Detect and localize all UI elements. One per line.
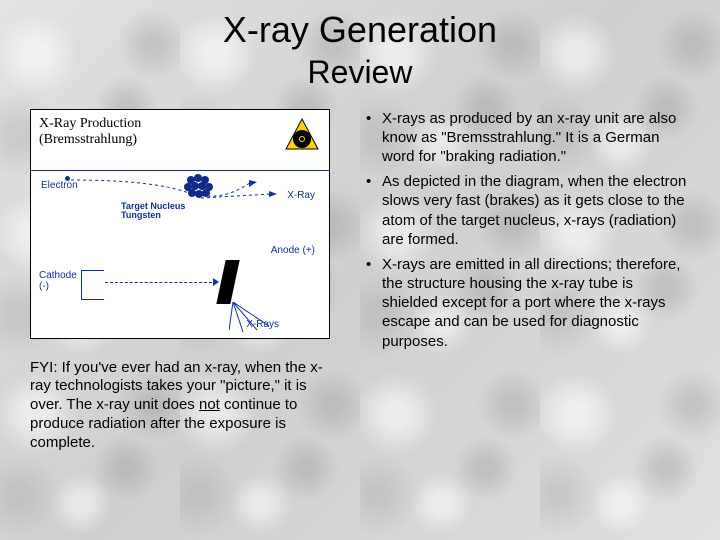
list-item: X-rays are emitted in all directions; th… bbox=[364, 255, 690, 351]
beam-arrow-icon bbox=[213, 278, 219, 286]
cathode-label: Cathode (-) bbox=[39, 270, 77, 292]
nucleus-label-line2: Tungsten bbox=[121, 210, 161, 220]
page-title: X-ray Generation bbox=[30, 10, 690, 50]
anode-label: Anode (+) bbox=[271, 245, 315, 256]
list-item: As depicted in the diagram, when the ele… bbox=[364, 172, 690, 249]
diagram-heading-line2: (Bremsstrahlung) bbox=[39, 132, 137, 147]
diagram-heading-line1: X-Ray Production bbox=[39, 116, 141, 131]
list-item: X-rays as produced by an x-ray unit are … bbox=[364, 109, 690, 167]
xrays-label: X-Rays bbox=[246, 319, 279, 330]
diagram-heading: X-Ray Production (Bremsstrahlung) bbox=[39, 116, 141, 150]
xray-label: X-Ray bbox=[287, 190, 315, 201]
xray-diagram: X-Ray Production (Bremsstrahlung) Electr… bbox=[30, 109, 330, 339]
nucleus-icon bbox=[181, 172, 215, 207]
bullet-list: X-rays as produced by an x-ray unit are … bbox=[364, 109, 690, 351]
left-column: X-Ray Production (Bremsstrahlung) Electr… bbox=[30, 109, 340, 468]
electron-dot-icon bbox=[65, 176, 70, 181]
cathode-label-line1: Cathode bbox=[39, 270, 77, 281]
radiation-icon bbox=[285, 118, 319, 157]
fyi-paragraph: FYI: If you've ever had an x-ray, when t… bbox=[30, 359, 330, 453]
right-column: X-rays as produced by an x-ray unit are … bbox=[364, 109, 690, 468]
nucleus-label-line1: Target Nucleus bbox=[121, 201, 185, 211]
electron-beam-icon bbox=[105, 282, 217, 283]
anode-shape-icon bbox=[216, 260, 239, 304]
content-columns: X-Ray Production (Bremsstrahlung) Electr… bbox=[30, 109, 690, 468]
diagram-hline bbox=[31, 170, 329, 171]
page-subtitle: Review bbox=[30, 54, 690, 91]
fyi-not-word: not bbox=[199, 396, 220, 413]
cathode-label-line2: (-) bbox=[39, 281, 49, 292]
nucleus-label: Target Nucleus Tungsten bbox=[121, 202, 185, 222]
cathode-shape-icon bbox=[81, 270, 104, 300]
